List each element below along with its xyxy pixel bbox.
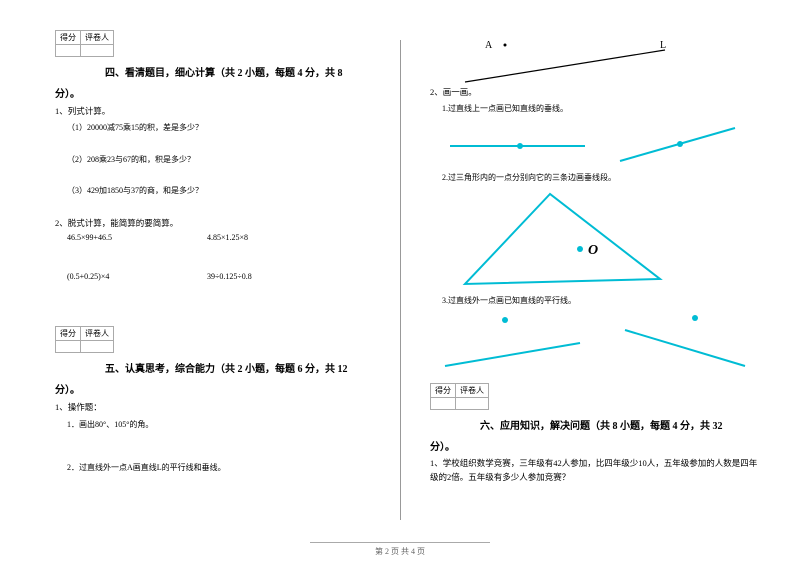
diagram-triangle: O xyxy=(430,184,765,294)
score-box-5: 得分 评卷人 xyxy=(55,326,114,353)
score-label: 得分 xyxy=(56,31,81,45)
score-box-4: 得分 评卷人 xyxy=(55,30,114,57)
q4-2a: 46.5×99+46.5 xyxy=(67,233,207,242)
grader-label: 评卷人 xyxy=(81,327,114,341)
right-column: A L 2、画一画。 1.过直线上一点画已知直线的垂线。 2.过三角形内的一点分… xyxy=(400,0,800,540)
q4-1b: （2）208乘23与67的和，积是多少？ xyxy=(67,153,380,167)
section-4-title: 四、看清题目，细心计算（共 2 小题，每题 4 分，共 8 xyxy=(105,64,380,79)
point-a-label: A xyxy=(485,40,493,51)
section-5-title-cont: 分）。 xyxy=(55,381,380,396)
q4-2d: 39÷0.125÷0.8 xyxy=(207,272,347,281)
q5-1: 1、操作题： xyxy=(55,400,380,415)
q6-1: 1、学校组织数学竞赛，三年级有42人参加，比四年级少10人，五年级参加的人数是四… xyxy=(430,457,765,484)
q-draw-3: 3.过直线外一点画已知直线的平行线。 xyxy=(442,294,765,308)
point-o-label: O xyxy=(588,243,598,258)
q4-2: 2、脱式计算，能简算的要简算。 xyxy=(55,216,380,231)
q4-1a: （1）20000减75乘15的积，差是多少？ xyxy=(67,121,380,135)
section-6-title-cont: 分）。 xyxy=(430,438,765,453)
section-6-title: 六、应用知识，解决问题（共 8 小题，每题 4 分，共 32 xyxy=(480,417,765,432)
diagram-parallel xyxy=(430,308,765,373)
section-5-title: 五、认真思考，综合能力（共 2 小题，每题 6 分，共 12 xyxy=(105,360,380,375)
section-4-title-cont: 分）。 xyxy=(55,85,380,100)
q5-1b: 2．过直线外一点A画直线L的平行线和垂线。 xyxy=(67,461,380,475)
page-number: 第 2 页 共 4 页 xyxy=(375,547,425,556)
score-label: 得分 xyxy=(431,384,456,398)
q4-2b: 4.85×1.25×8 xyxy=(207,233,347,242)
point-l-label: L xyxy=(660,40,666,51)
q-draw: 2、画一画。 xyxy=(430,85,765,100)
q4-1: 1、列式计算。 xyxy=(55,104,380,119)
left-column: 得分 评卷人 四、看清题目，细心计算（共 2 小题，每题 4 分，共 8 分）。… xyxy=(0,0,400,540)
q4-1c: （3）429加1850与37的商，和是多少？ xyxy=(67,184,380,198)
diagram-perpendicular xyxy=(430,116,765,171)
q-draw-2: 2.过三角形内的一点分别向它的三条边画垂线段。 xyxy=(442,171,765,185)
column-divider xyxy=(400,40,401,520)
score-label: 得分 xyxy=(56,327,81,341)
score-box-6: 得分 评卷人 xyxy=(430,383,489,410)
q-draw-1: 1.过直线上一点画已知直线的垂线。 xyxy=(442,102,765,116)
diagram-line-al: A L xyxy=(430,30,765,85)
grader-label: 评卷人 xyxy=(456,384,489,398)
grader-label: 评卷人 xyxy=(81,31,114,45)
page-footer: 第 2 页 共 4 页 xyxy=(0,542,800,557)
q4-2c: (0.5+0.25)×4 xyxy=(67,272,207,281)
q5-1a: 1．画出80°、105°的角。 xyxy=(67,418,380,432)
